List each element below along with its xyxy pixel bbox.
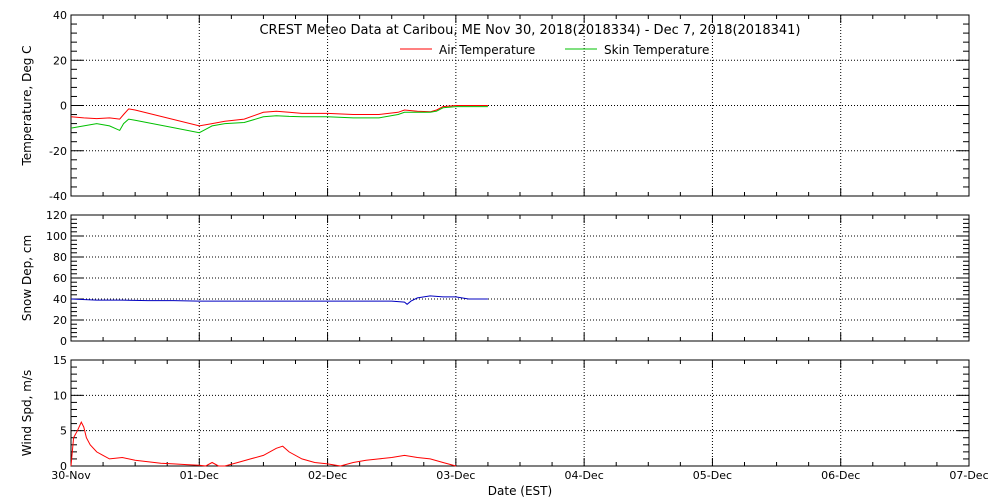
y-tick-label: 20: [53, 54, 67, 67]
y-axis-label: Snow Dep, cm: [20, 235, 34, 321]
y-tick-label: 80: [53, 251, 67, 264]
y-tick-label: 10: [53, 389, 67, 402]
x-tick-label: 03-Dec: [436, 469, 475, 482]
series-line-panel-2: [70, 295, 488, 305]
y-tick-label: 0: [60, 460, 67, 473]
x-tick-label: 01-Dec: [180, 469, 219, 482]
x-tick-label: 30-Nov: [51, 469, 91, 482]
plot-frame: [70, 214, 970, 342]
series-line-skin-temperature: [70, 106, 488, 134]
y-axis-label: Temperature, Deg C: [20, 45, 34, 166]
x-tick-label: 06-Dec: [821, 469, 860, 482]
x-axis-label: Date (EST): [488, 484, 552, 498]
y-tick-label: 40: [53, 293, 67, 306]
y-tick-label: 40: [53, 9, 67, 22]
y-tick-label: 120: [46, 209, 67, 222]
y-tick-label: -40: [49, 190, 67, 203]
plot-frame: [70, 14, 970, 197]
series-line-air-temperature: [70, 105, 488, 127]
y-tick-label: 100: [46, 230, 67, 243]
x-tick-label: 05-Dec: [693, 469, 732, 482]
y-tick-label: 0: [60, 100, 67, 113]
legend-label: Air Temperature: [439, 43, 535, 57]
x-tick-label: 02-Dec: [308, 469, 347, 482]
plot-frame: [70, 359, 970, 467]
y-tick-label: 5: [60, 425, 67, 438]
chart-title: CREST Meteo Data at Caribou, ME Nov 30, …: [259, 23, 800, 38]
y-tick-label: -20: [49, 145, 67, 158]
x-tick-label: 07-Dec: [949, 469, 988, 482]
y-tick-label: 60: [53, 272, 67, 285]
series-line-panel-3: [70, 421, 457, 467]
y-axis-label: Wind Spd, m/s: [20, 370, 34, 456]
y-tick-label: 15: [53, 354, 67, 367]
y-tick-label: 0: [60, 335, 67, 348]
x-tick-label: 04-Dec: [565, 469, 604, 482]
legend-label: Skin Temperature: [604, 43, 709, 57]
y-tick-label: 20: [53, 314, 67, 327]
